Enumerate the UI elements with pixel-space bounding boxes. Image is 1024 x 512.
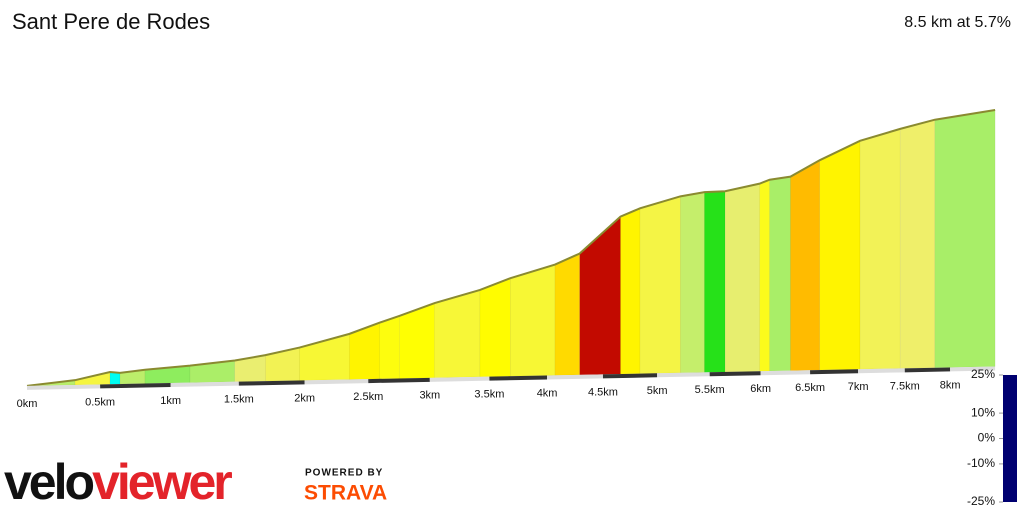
- x-tick-label: 1km: [160, 395, 181, 407]
- gradient-segment: [510, 264, 556, 377]
- distance-strip: [429, 376, 490, 382]
- gradient-segment: [109, 371, 121, 385]
- gradient-segment: [620, 207, 641, 375]
- distance-strip: [760, 370, 811, 376]
- gradient-segment: [769, 176, 791, 372]
- distance-strip: [26, 384, 101, 390]
- distance-strip: [238, 380, 305, 386]
- gradient-segment: [639, 196, 681, 374]
- x-tick-label: 1.5km: [224, 394, 254, 406]
- x-tick-label: 5.5km: [695, 384, 725, 396]
- powered-by: POWERED BY: [305, 468, 383, 479]
- gradient-segment: [479, 277, 511, 378]
- x-tick-label: 6.5km: [795, 382, 825, 394]
- distance-strip: [709, 371, 761, 377]
- gradient-segment: [934, 109, 996, 368]
- gradient-segment: [379, 315, 400, 380]
- x-tick-label: 3.5km: [474, 389, 504, 401]
- gradient-segment: [859, 128, 901, 370]
- distance-strip: [304, 379, 369, 385]
- gradient-segment: [724, 183, 760, 373]
- distance-strip: [602, 373, 658, 379]
- distance-strip: [547, 374, 604, 380]
- distance-strip: [904, 367, 951, 373]
- colorbar-label: 10%: [971, 405, 995, 419]
- gradient-segment: [899, 119, 936, 369]
- gradient-segment: [554, 253, 580, 376]
- x-tick-label: 4.5km: [588, 386, 618, 398]
- logo-dark: velo: [4, 454, 94, 510]
- gradient-segment: [579, 216, 621, 376]
- gradient-segment: [819, 140, 861, 371]
- distance-strip: [657, 372, 710, 378]
- gradient-segment: [265, 347, 300, 382]
- profile-line: [26, 109, 996, 387]
- strava-logo: STRAVA: [304, 482, 387, 505]
- x-tick-label: 2.5km: [353, 391, 383, 403]
- chart-subtitle: 8.5 km at 5.7%: [904, 14, 1011, 31]
- x-tick-label: 7km: [848, 381, 869, 393]
- distance-strip: [100, 383, 171, 389]
- x-tick-label: 0.5km: [85, 396, 115, 408]
- colorbar-label: 25%: [971, 367, 995, 381]
- x-tick-label: 0km: [17, 398, 38, 410]
- x-tick-label: 8km: [940, 379, 961, 391]
- x-tick-label: 2km: [294, 392, 315, 404]
- logo-red: viewer: [92, 454, 232, 510]
- distance-strip: [858, 368, 905, 374]
- distance-strip: [489, 375, 548, 381]
- gradient-segment: [704, 190, 726, 373]
- colorbar-label: 0%: [978, 431, 996, 445]
- chart-title: Sant Pere de Rodes: [12, 9, 210, 34]
- distance-strip: [950, 366, 996, 372]
- x-tick-label: 3km: [419, 390, 440, 402]
- colorbar-label: -10%: [967, 456, 995, 470]
- colorbar-label: -25%: [967, 494, 995, 508]
- distance-strip: [810, 369, 859, 375]
- distance-strip: [368, 377, 430, 384]
- x-tick-label: 7.5km: [890, 380, 920, 392]
- x-tick-label: 4km: [537, 387, 558, 399]
- x-tick-label: 6km: [750, 383, 771, 395]
- distance-strip: [170, 381, 239, 388]
- gradient-segment: [680, 191, 705, 374]
- logo: veloviewer: [4, 454, 232, 510]
- gradient-segment: [790, 159, 821, 371]
- x-tick-label: 5km: [647, 385, 668, 397]
- gradient-segment: [759, 179, 770, 372]
- colorbar: [1003, 375, 1017, 502]
- gradient-segment: [434, 289, 481, 379]
